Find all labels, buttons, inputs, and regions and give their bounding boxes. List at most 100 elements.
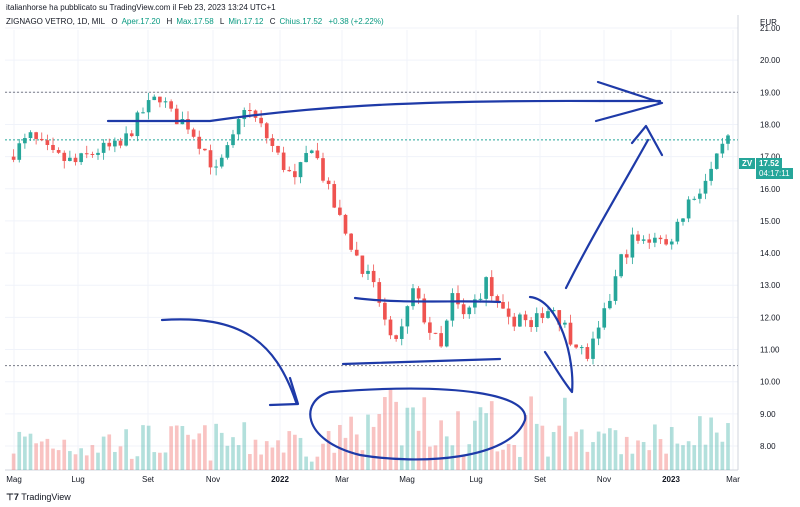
candle-body[interactable] xyxy=(338,207,342,215)
candle-body[interactable] xyxy=(439,333,443,347)
candle-body[interactable] xyxy=(45,140,50,145)
candle-body[interactable] xyxy=(248,110,252,112)
candle-body[interactable] xyxy=(422,298,427,323)
candle-body[interactable] xyxy=(641,239,646,241)
candle-body[interactable] xyxy=(433,332,438,334)
candle-body[interactable] xyxy=(298,162,303,178)
candle-body[interactable] xyxy=(17,143,22,160)
candle-body[interactable] xyxy=(478,298,483,300)
candle-body[interactable] xyxy=(304,153,308,163)
candle-body[interactable] xyxy=(101,142,106,153)
candle-body[interactable] xyxy=(264,123,269,139)
candle-body[interactable] xyxy=(236,119,241,135)
candle-body[interactable] xyxy=(219,157,224,167)
candle-body[interactable] xyxy=(354,249,359,256)
candle-body[interactable] xyxy=(484,277,488,299)
candle-body[interactable] xyxy=(141,112,145,114)
candle-body[interactable] xyxy=(489,277,494,297)
candle-body[interactable] xyxy=(602,308,607,328)
candle-body[interactable] xyxy=(714,153,719,169)
candle-body[interactable] xyxy=(579,347,584,349)
candle-body[interactable] xyxy=(647,239,652,243)
candle-body[interactable] xyxy=(658,237,663,240)
candle-body[interactable] xyxy=(563,322,567,325)
candle-body[interactable] xyxy=(56,149,61,153)
candle-body[interactable] xyxy=(636,234,640,241)
candle-body[interactable] xyxy=(332,184,337,208)
candle-body[interactable] xyxy=(534,313,539,328)
candle-body[interactable] xyxy=(506,308,511,317)
candle-body[interactable] xyxy=(23,138,27,144)
candle-body[interactable] xyxy=(118,140,123,146)
candle-body[interactable] xyxy=(146,100,151,113)
candle-body[interactable] xyxy=(383,302,387,320)
candle-body[interactable] xyxy=(399,326,404,339)
candle-body[interactable] xyxy=(208,150,213,168)
candle-body[interactable] xyxy=(270,138,275,146)
candle-body[interactable] xyxy=(186,119,190,130)
candle-body[interactable] xyxy=(630,234,635,258)
candle-body[interactable] xyxy=(129,133,134,137)
candle-body[interactable] xyxy=(349,233,353,250)
candle-body[interactable] xyxy=(39,138,44,141)
candle-body[interactable] xyxy=(624,254,629,258)
candle-body[interactable] xyxy=(174,108,179,125)
candle-body[interactable] xyxy=(51,144,55,150)
candle-body[interactable] xyxy=(281,152,286,170)
candle-body[interactable] xyxy=(726,135,730,144)
candle-body[interactable] xyxy=(62,152,67,161)
candle-body[interactable] xyxy=(321,158,325,181)
candle-body[interactable] xyxy=(428,322,432,333)
candle-body[interactable] xyxy=(681,218,685,222)
candle-body[interactable] xyxy=(163,101,168,103)
candle-body[interactable] xyxy=(557,310,562,325)
candle-body[interactable] xyxy=(473,299,477,308)
candle-body[interactable] xyxy=(546,311,550,318)
candle-body[interactable] xyxy=(394,335,398,339)
candle-body[interactable] xyxy=(158,96,162,103)
candle-body[interactable] xyxy=(450,293,455,321)
candle-body[interactable] xyxy=(529,320,533,328)
candle-body[interactable] xyxy=(169,101,173,109)
candle-body[interactable] xyxy=(259,117,263,124)
candle-body[interactable] xyxy=(613,276,618,301)
candle-body[interactable] xyxy=(512,316,517,327)
candle-body[interactable] xyxy=(568,322,573,345)
candle-body[interactable] xyxy=(664,239,668,245)
candle-body[interactable] xyxy=(444,320,449,347)
tradingview-logo[interactable]: ⊤7 TradingView xyxy=(6,492,71,503)
candle-body[interactable] xyxy=(669,241,674,245)
candle-body[interactable] xyxy=(96,152,100,155)
candle-body[interactable] xyxy=(287,169,292,172)
candle-body[interactable] xyxy=(518,314,522,327)
candle-body[interactable] xyxy=(68,157,72,161)
candle-body[interactable] xyxy=(11,156,16,160)
candle-body[interactable] xyxy=(501,301,505,309)
candle-body[interactable] xyxy=(225,145,230,158)
candle-body[interactable] xyxy=(84,153,89,155)
candle-body[interactable] xyxy=(698,193,702,199)
candle-body[interactable] xyxy=(709,168,713,181)
candle-body[interactable] xyxy=(686,199,691,219)
candle-body[interactable] xyxy=(619,254,623,277)
candle-body[interactable] xyxy=(366,270,370,274)
candle-body[interactable] xyxy=(124,133,128,146)
candle-body[interactable] xyxy=(231,134,235,146)
candle-body[interactable] xyxy=(574,344,578,348)
candle-body[interactable] xyxy=(79,153,83,163)
candle-body[interactable] xyxy=(242,110,247,120)
candle-body[interactable] xyxy=(276,145,280,153)
candle-body[interactable] xyxy=(197,136,202,149)
candle-body[interactable] xyxy=(703,180,708,194)
candle-body[interactable] xyxy=(720,143,725,154)
candle-body[interactable] xyxy=(73,157,78,163)
candle-body[interactable] xyxy=(591,338,595,359)
candle-body[interactable] xyxy=(675,221,680,242)
candle-body[interactable] xyxy=(152,96,157,101)
candle-body[interactable] xyxy=(495,296,500,302)
candle-body[interactable] xyxy=(540,313,545,318)
candle-body[interactable] xyxy=(411,288,415,307)
candle-body[interactable] xyxy=(371,270,376,283)
candle-body[interactable] xyxy=(28,132,33,139)
candle-body[interactable] xyxy=(315,150,320,159)
